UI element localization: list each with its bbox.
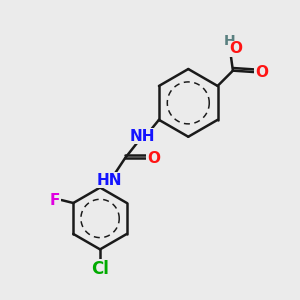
Text: O: O bbox=[229, 41, 242, 56]
Text: H: H bbox=[224, 34, 236, 48]
Text: O: O bbox=[255, 64, 268, 80]
Text: Cl: Cl bbox=[91, 260, 109, 278]
Text: HN: HN bbox=[96, 173, 122, 188]
Text: F: F bbox=[50, 193, 60, 208]
Text: NH: NH bbox=[130, 128, 155, 143]
Text: O: O bbox=[147, 151, 160, 166]
